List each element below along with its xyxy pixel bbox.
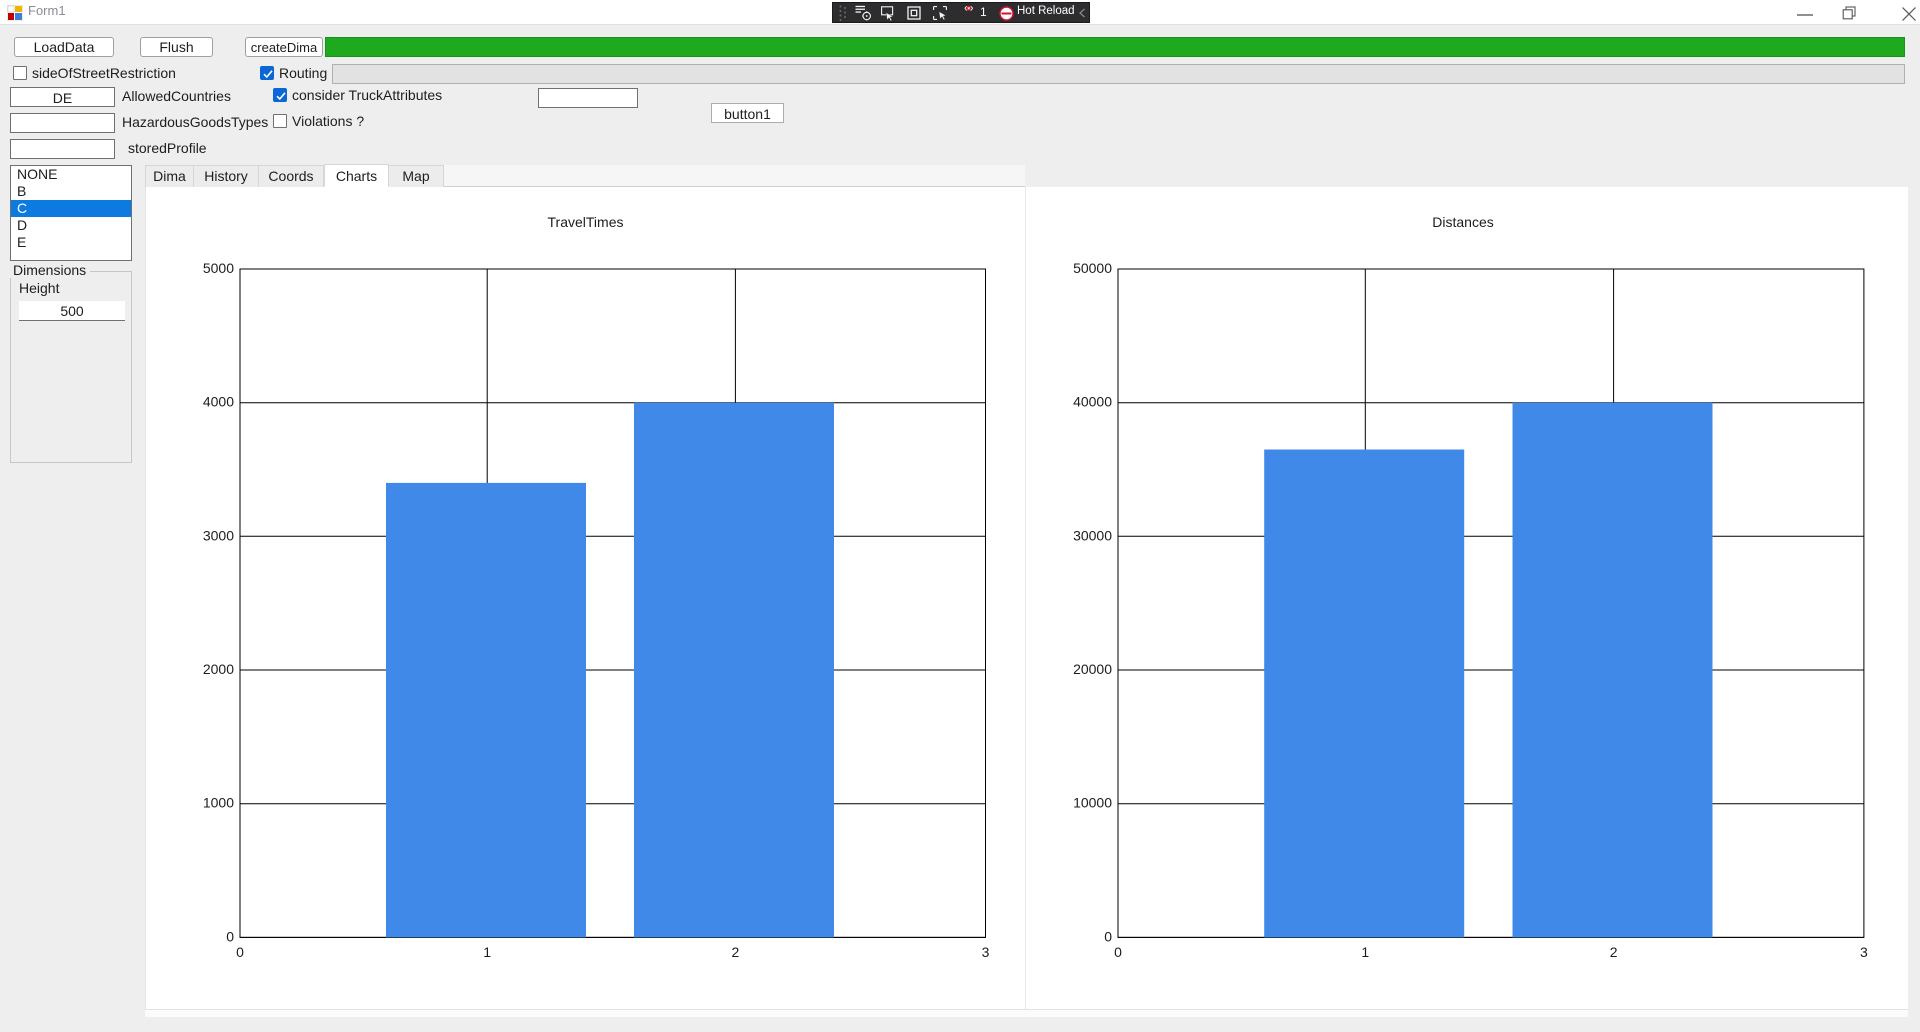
- svg-text:30000: 30000: [1073, 527, 1112, 543]
- svg-text:3: 3: [1860, 944, 1868, 960]
- svg-text:1000: 1000: [203, 795, 234, 811]
- svg-text:1: 1: [483, 944, 491, 960]
- svg-text:0: 0: [1114, 944, 1122, 960]
- svg-text:3000: 3000: [203, 527, 234, 543]
- svg-text:0: 0: [236, 944, 244, 960]
- svg-text:50000: 50000: [1073, 260, 1112, 276]
- svg-text:40000: 40000: [1073, 394, 1112, 410]
- svg-text:10000: 10000: [1073, 795, 1112, 811]
- svg-text:2: 2: [1609, 944, 1617, 960]
- svg-text:0: 0: [1104, 928, 1112, 944]
- svg-text:20000: 20000: [1073, 661, 1112, 677]
- svg-text:1: 1: [1361, 944, 1369, 960]
- svg-text:3: 3: [982, 944, 990, 960]
- svg-text:2000: 2000: [203, 661, 234, 677]
- svg-text:4000: 4000: [203, 394, 234, 410]
- svg-text:0: 0: [226, 928, 234, 944]
- svg-text:2: 2: [732, 944, 740, 960]
- svg-text:5000: 5000: [203, 260, 234, 276]
